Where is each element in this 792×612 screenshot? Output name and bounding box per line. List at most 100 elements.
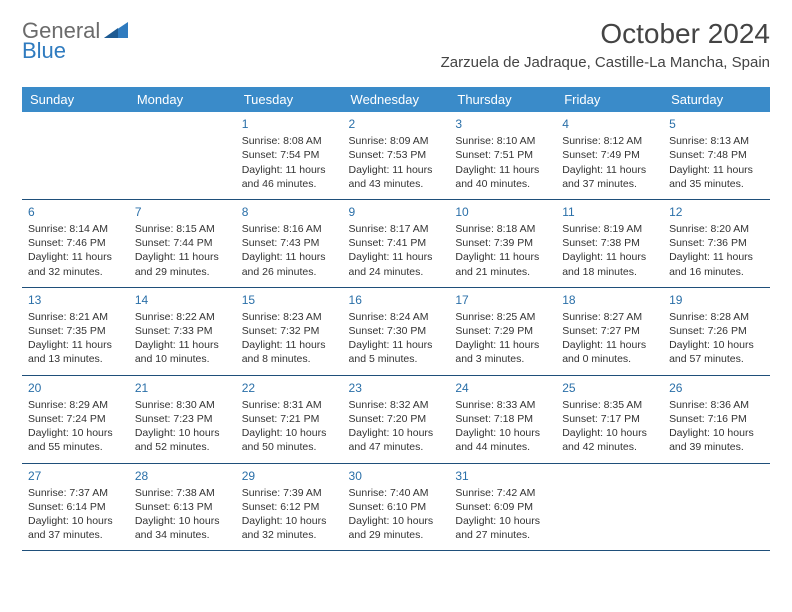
calendar-week-row: 27Sunrise: 7:37 AMSunset: 6:14 PMDayligh…	[22, 463, 770, 551]
sunrise-text: Sunrise: 8:17 AM	[349, 222, 444, 236]
day-number: 23	[349, 380, 444, 396]
sunrise-text: Sunrise: 8:32 AM	[349, 398, 444, 412]
sunset-text: Sunset: 7:36 PM	[669, 236, 764, 250]
calendar-day-cell: 19Sunrise: 8:28 AMSunset: 7:26 PMDayligh…	[663, 287, 770, 375]
sunset-text: Sunset: 6:09 PM	[455, 500, 550, 514]
day-number: 14	[135, 292, 230, 308]
day-number: 17	[455, 292, 550, 308]
sunrise-text: Sunrise: 8:14 AM	[28, 222, 123, 236]
day-number: 25	[562, 380, 657, 396]
sunrise-text: Sunrise: 8:13 AM	[669, 134, 764, 148]
day-number: 3	[455, 116, 550, 132]
day-number: 4	[562, 116, 657, 132]
sunrise-text: Sunrise: 8:09 AM	[349, 134, 444, 148]
calendar-day-cell: 23Sunrise: 8:32 AMSunset: 7:20 PMDayligh…	[343, 375, 450, 463]
sunrise-text: Sunrise: 8:15 AM	[135, 222, 230, 236]
calendar-day-cell: 29Sunrise: 7:39 AMSunset: 6:12 PMDayligh…	[236, 463, 343, 551]
sunrise-text: Sunrise: 8:10 AM	[455, 134, 550, 148]
daylight-text: Daylight: 11 hours	[455, 250, 550, 264]
calendar-day-cell: 28Sunrise: 7:38 AMSunset: 6:13 PMDayligh…	[129, 463, 236, 551]
daylight-text: Daylight: 10 hours	[28, 426, 123, 440]
daylight-text: and 16 minutes.	[669, 265, 764, 279]
sunrise-text: Sunrise: 7:38 AM	[135, 486, 230, 500]
sunrise-text: Sunrise: 8:28 AM	[669, 310, 764, 324]
calendar-week-row: 20Sunrise: 8:29 AMSunset: 7:24 PMDayligh…	[22, 375, 770, 463]
daylight-text: and 43 minutes.	[349, 177, 444, 191]
calendar-day-cell: 1Sunrise: 8:08 AMSunset: 7:54 PMDaylight…	[236, 112, 343, 199]
daylight-text: and 44 minutes.	[455, 440, 550, 454]
daylight-text: Daylight: 10 hours	[455, 426, 550, 440]
daylight-text: Daylight: 11 hours	[669, 250, 764, 264]
day-number: 19	[669, 292, 764, 308]
day-number: 20	[28, 380, 123, 396]
daylight-text: Daylight: 11 hours	[669, 163, 764, 177]
calendar-day-cell: 22Sunrise: 8:31 AMSunset: 7:21 PMDayligh…	[236, 375, 343, 463]
day-number: 21	[135, 380, 230, 396]
daylight-text: and 8 minutes.	[242, 352, 337, 366]
daylight-text: Daylight: 10 hours	[242, 514, 337, 528]
calendar-day-cell: 15Sunrise: 8:23 AMSunset: 7:32 PMDayligh…	[236, 287, 343, 375]
daylight-text: Daylight: 11 hours	[28, 338, 123, 352]
sunset-text: Sunset: 6:13 PM	[135, 500, 230, 514]
calendar-day-cell: 17Sunrise: 8:25 AMSunset: 7:29 PMDayligh…	[449, 287, 556, 375]
daylight-text: and 52 minutes.	[135, 440, 230, 454]
calendar-day-cell: 14Sunrise: 8:22 AMSunset: 7:33 PMDayligh…	[129, 287, 236, 375]
title-area: October 2024 Zarzuela de Jadraque, Casti…	[441, 18, 770, 81]
sunset-text: Sunset: 7:20 PM	[349, 412, 444, 426]
daylight-text: and 32 minutes.	[28, 265, 123, 279]
sunset-text: Sunset: 7:29 PM	[455, 324, 550, 338]
day-number: 22	[242, 380, 337, 396]
sunset-text: Sunset: 7:53 PM	[349, 148, 444, 162]
day-number: 24	[455, 380, 550, 396]
calendar-day-cell: 10Sunrise: 8:18 AMSunset: 7:39 PMDayligh…	[449, 199, 556, 287]
daylight-text: and 32 minutes.	[242, 528, 337, 542]
location-text: Zarzuela de Jadraque, Castille-La Mancha…	[441, 54, 770, 71]
sunset-text: Sunset: 7:27 PM	[562, 324, 657, 338]
daylight-text: and 27 minutes.	[455, 528, 550, 542]
sunset-text: Sunset: 7:23 PM	[135, 412, 230, 426]
daylight-text: and 24 minutes.	[349, 265, 444, 279]
calendar-empty-cell	[663, 463, 770, 551]
daylight-text: and 35 minutes.	[669, 177, 764, 191]
sunset-text: Sunset: 7:46 PM	[28, 236, 123, 250]
daylight-text: and 29 minutes.	[135, 265, 230, 279]
sunset-text: Sunset: 7:18 PM	[455, 412, 550, 426]
calendar-empty-cell	[556, 463, 663, 551]
logo: General Blue	[22, 18, 128, 64]
daylight-text: and 37 minutes.	[28, 528, 123, 542]
calendar-day-cell: 27Sunrise: 7:37 AMSunset: 6:14 PMDayligh…	[22, 463, 129, 551]
day-number: 16	[349, 292, 444, 308]
sunset-text: Sunset: 7:51 PM	[455, 148, 550, 162]
sunrise-text: Sunrise: 7:39 AM	[242, 486, 337, 500]
day-number: 29	[242, 468, 337, 484]
calendar-day-cell: 21Sunrise: 8:30 AMSunset: 7:23 PMDayligh…	[129, 375, 236, 463]
day-number: 26	[669, 380, 764, 396]
daylight-text: and 57 minutes.	[669, 352, 764, 366]
sunrise-text: Sunrise: 7:37 AM	[28, 486, 123, 500]
sunrise-text: Sunrise: 8:30 AM	[135, 398, 230, 412]
sunrise-text: Sunrise: 8:33 AM	[455, 398, 550, 412]
daylight-text: Daylight: 11 hours	[349, 338, 444, 352]
calendar-week-row: 6Sunrise: 8:14 AMSunset: 7:46 PMDaylight…	[22, 199, 770, 287]
daylight-text: Daylight: 10 hours	[135, 514, 230, 528]
daylight-text: and 5 minutes.	[349, 352, 444, 366]
day-header: Wednesday	[343, 87, 450, 112]
calendar-day-cell: 6Sunrise: 8:14 AMSunset: 7:46 PMDaylight…	[22, 199, 129, 287]
daylight-text: Daylight: 10 hours	[349, 514, 444, 528]
daylight-text: Daylight: 10 hours	[669, 426, 764, 440]
calendar-day-cell: 20Sunrise: 8:29 AMSunset: 7:24 PMDayligh…	[22, 375, 129, 463]
day-number: 5	[669, 116, 764, 132]
day-header: Sunday	[22, 87, 129, 112]
daylight-text: Daylight: 11 hours	[455, 163, 550, 177]
sunrise-text: Sunrise: 8:19 AM	[562, 222, 657, 236]
day-header-row: SundayMondayTuesdayWednesdayThursdayFrid…	[22, 87, 770, 112]
day-number: 9	[349, 204, 444, 220]
sunset-text: Sunset: 7:38 PM	[562, 236, 657, 250]
daylight-text: and 42 minutes.	[562, 440, 657, 454]
triangle-icon	[104, 20, 128, 38]
day-header: Friday	[556, 87, 663, 112]
day-number: 15	[242, 292, 337, 308]
sunrise-text: Sunrise: 8:31 AM	[242, 398, 337, 412]
day-number: 7	[135, 204, 230, 220]
daylight-text: and 40 minutes.	[455, 177, 550, 191]
